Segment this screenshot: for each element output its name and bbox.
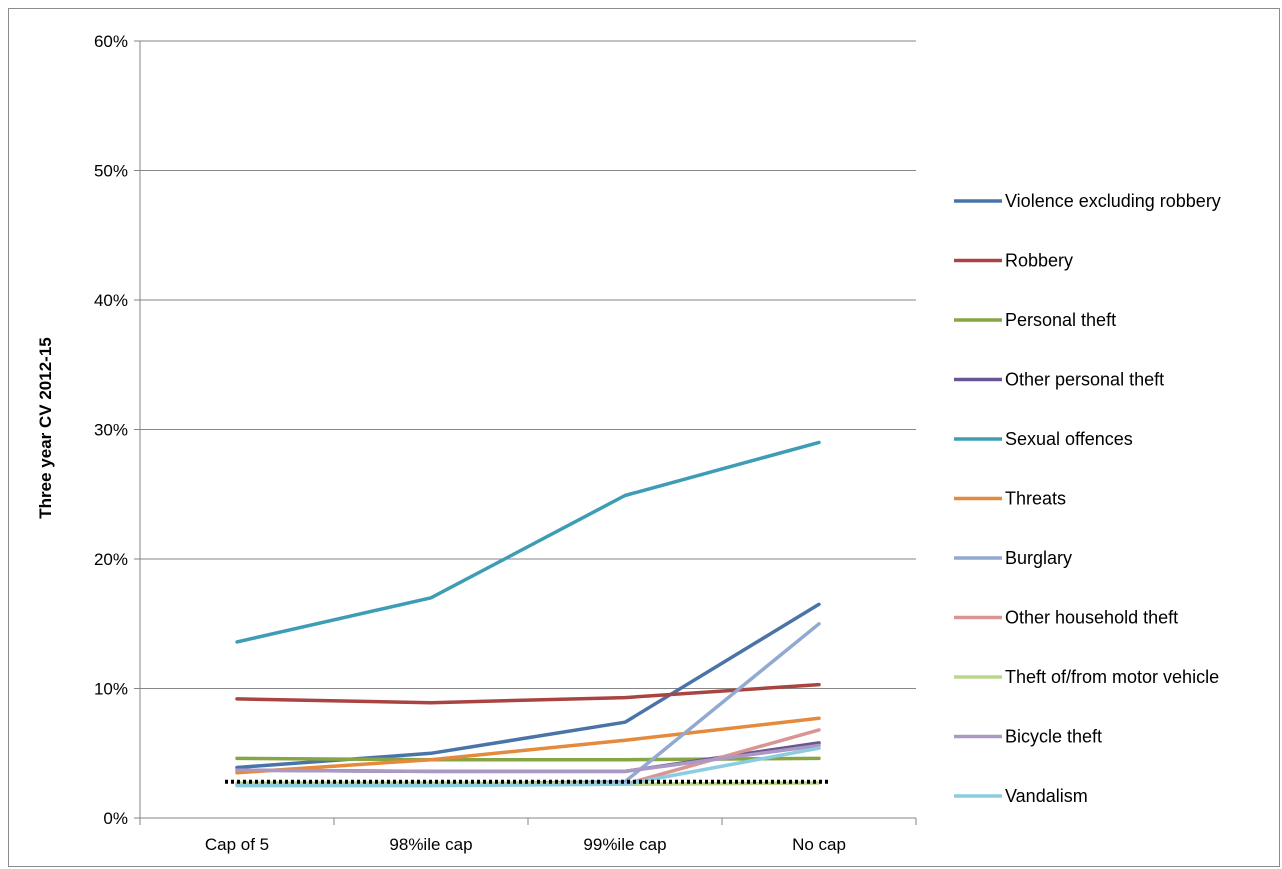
x-tick-label: 98%ile cap — [389, 835, 472, 854]
y-tick-label: 10% — [94, 680, 128, 699]
series-lines — [235, 440, 821, 788]
legend: Violence excluding robbery Robbery Persona… — [954, 191, 1221, 806]
y-tick-labels: 0% 10% 20% 30% 40% 50% 60% — [94, 32, 128, 828]
legend-label-other-household-theft: Other household theft — [1005, 608, 1178, 628]
y-tick-label: 60% — [94, 32, 128, 51]
legend-label-vandalism: Vandalism — [1005, 786, 1088, 806]
x-tick-label: No cap — [792, 835, 846, 854]
series-line-vandalism — [235, 746, 821, 788]
y-tick-label: 50% — [94, 162, 128, 181]
series-line-sexual-offences — [235, 440, 821, 644]
x-tick-labels: Cap of 5 98%ile cap 99%ile cap No cap — [205, 835, 846, 854]
y-tick-label: 30% — [94, 421, 128, 440]
y-tick-label: 40% — [94, 291, 128, 310]
legend-label-violence-excluding-robbery: Violence excluding robbery — [1005, 191, 1221, 211]
legend-label-theft-of-from-motor-vehicle: Theft of/from motor vehicle — [1005, 667, 1219, 687]
legend-label-bicycle-theft: Bicycle theft — [1005, 727, 1102, 747]
series-line-robbery — [235, 682, 821, 705]
y-tick-label: 20% — [94, 550, 128, 569]
series-line-bicycle-theft — [235, 743, 821, 774]
y-tick-label: 0% — [103, 809, 128, 828]
legend-label-sexual-offences: Sexual offences — [1005, 429, 1133, 449]
chart-frame — [8, 8, 1280, 867]
x-tick-label: Cap of 5 — [205, 835, 269, 854]
legend-label-robbery: Robbery — [1005, 251, 1073, 271]
legend-label-burglary: Burglary — [1005, 548, 1072, 568]
y-axis-title: Three year CV 2012-15 — [36, 337, 55, 518]
axes — [139, 41, 917, 825]
legend-label-other-personal-theft: Other personal theft — [1005, 370, 1164, 390]
legend-label-threats: Threats — [1005, 489, 1066, 509]
x-tick-label: 99%ile cap — [583, 835, 666, 854]
series-line-violence-excluding-robbery — [235, 602, 821, 770]
series-line-threats — [235, 716, 821, 775]
legend-label-personal-theft: Personal theft — [1005, 310, 1116, 330]
